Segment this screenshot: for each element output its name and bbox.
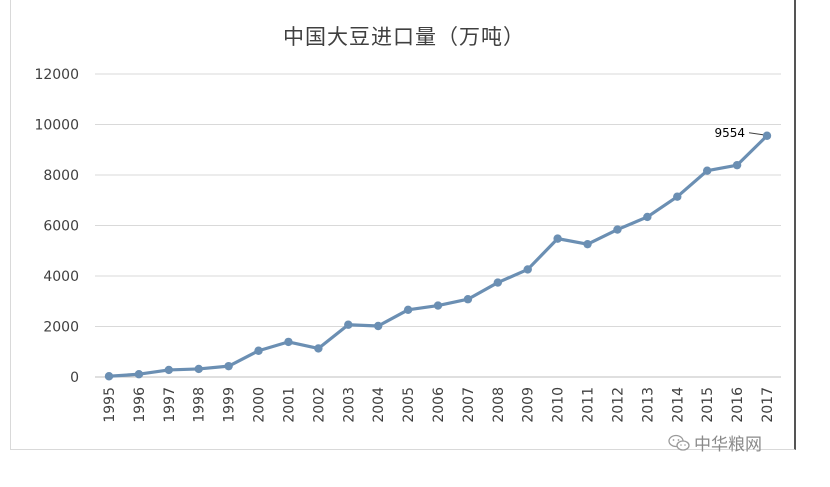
data-point — [403, 305, 413, 315]
data-point — [702, 166, 712, 175]
watermark: 中华粮网 — [668, 430, 762, 455]
annotation-leader — [748, 132, 764, 136]
data-point — [433, 301, 443, 310]
chart-frame: 中国大豆进口量（万吨） 0 2000 4000 6000 8000 10000 12000 1… — [10, 0, 796, 450]
data-point — [134, 370, 144, 379]
data-point — [493, 278, 503, 287]
data-point — [194, 364, 203, 374]
x-tick-label: 2015 — [700, 387, 716, 423]
data-point — [224, 361, 233, 371]
x-tick-label: 2012 — [610, 387, 626, 423]
x-tick-label: 2004 — [371, 387, 387, 423]
y-tick-label: 2000 — [43, 320, 79, 336]
x-tick-label: 1998 — [192, 387, 208, 423]
x-tick-label: 2005 — [401, 387, 417, 423]
x-tick-label: 2000 — [252, 387, 268, 423]
x-tick-label: 2011 — [581, 387, 597, 423]
data-point — [463, 295, 473, 304]
watermark-text: 中华粮网 — [694, 435, 762, 455]
x-tick-label: 2009 — [521, 387, 537, 423]
chart-title: 中国大豆进口量（万吨） — [283, 25, 525, 49]
y-tick-label: 12000 — [34, 67, 79, 83]
x-tick-label: 2016 — [730, 387, 746, 423]
x-tick-label: 2003 — [341, 387, 357, 423]
data-point — [284, 337, 293, 347]
series-line — [108, 134, 769, 378]
data-point — [344, 320, 353, 329]
x-tick-label: 1996 — [132, 387, 148, 423]
data-point — [673, 192, 682, 201]
y-tick-label: 0 — [70, 370, 79, 386]
data-point — [762, 131, 772, 140]
x-tick-label: 2014 — [670, 387, 686, 423]
x-tick-label: 2007 — [461, 387, 477, 423]
y-tick-label: 4000 — [43, 269, 79, 285]
x-tick-label: 2006 — [431, 387, 447, 423]
x-tick-label: 1997 — [162, 387, 178, 423]
data-point — [373, 321, 383, 331]
data-point — [164, 365, 174, 375]
x-tick-label: 2010 — [551, 387, 567, 423]
line-chart: 0 2000 4000 6000 8000 10000 12000 1995 1996 1997 1… — [34, 67, 781, 423]
data-point — [643, 212, 652, 222]
y-tick-label: 6000 — [43, 219, 79, 235]
data-label: 9554 — [714, 126, 745, 140]
x-tick-label: 1995 — [102, 387, 118, 423]
data-point — [254, 346, 263, 355]
x-tick-label: 2001 — [281, 387, 297, 423]
data-point — [613, 225, 622, 234]
data-point — [732, 160, 742, 170]
x-tick-label: 2002 — [311, 387, 327, 423]
data-point — [314, 344, 323, 353]
x-tick-label: 2013 — [640, 387, 656, 423]
x-tick-label: 2017 — [760, 387, 776, 423]
wechat-icon — [668, 434, 690, 451]
y-tick-label: 10000 — [34, 118, 79, 134]
data-point — [523, 265, 532, 274]
data-point — [553, 234, 562, 243]
data-point — [104, 372, 114, 381]
y-tick-label: 8000 — [43, 168, 79, 184]
data-point — [583, 239, 592, 249]
x-tick-label: 1999 — [222, 387, 238, 423]
x-tick-label: 2008 — [491, 387, 507, 423]
